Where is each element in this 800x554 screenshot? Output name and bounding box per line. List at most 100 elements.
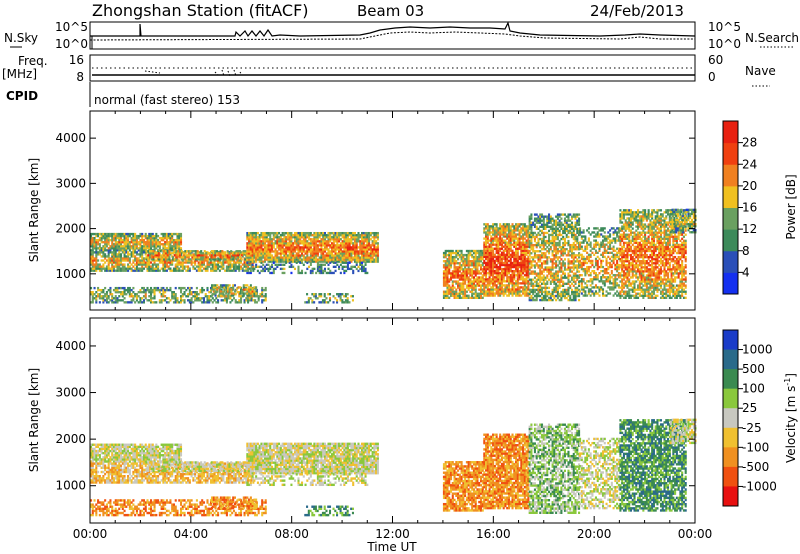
power-cell [523,237,526,240]
power-cell [544,292,547,296]
power-cell [457,262,460,265]
power-cell [132,232,135,236]
power-cell [263,248,267,251]
power-cell [219,258,222,261]
power-cell [267,246,270,249]
power-cell [119,293,123,296]
power-cell [249,236,252,239]
power-cell [495,229,498,232]
power-cell [239,292,242,295]
power-cell [352,236,355,239]
power-cell [336,248,339,251]
power-cell [229,269,232,272]
power-cell [171,258,174,261]
power-cell [535,225,538,228]
power-cell [553,248,556,251]
power-cell [455,268,458,271]
power-cell [513,282,516,285]
power-cell [239,286,242,289]
power-cell [495,274,498,277]
power-cell [520,231,523,234]
power-cell [562,288,565,292]
power-cell [219,252,222,255]
power-cell [135,261,138,264]
power-cell [345,265,348,269]
power-cell [548,256,551,259]
power-cell [458,278,461,281]
power-cell [502,272,505,275]
power-cell [98,263,101,266]
power-cell [270,258,274,261]
power-cell [260,246,263,249]
power-cell [128,265,131,268]
power-cell [151,238,154,242]
power-cell [334,231,337,235]
power-cell [149,234,153,238]
power-cell [98,245,101,248]
power-cell [522,269,525,273]
power-cell [130,299,133,302]
power-cell [537,286,540,290]
power-cell [245,267,248,270]
power-cell [336,260,339,263]
power-cell [499,239,502,242]
power-cell [476,266,479,269]
power-cell [316,254,319,257]
power-cell [300,246,304,249]
power-cell [530,284,533,288]
power-cell [308,256,311,259]
power-cell [518,292,521,295]
power-cell [325,234,328,237]
power-cell [555,264,558,267]
power-cell [226,294,229,297]
power-cell [506,263,509,267]
power-cell [562,250,565,253]
power-cell [204,293,207,296]
power-cell [221,250,224,253]
power-cell [309,231,312,235]
power-cell [527,245,530,248]
power-cell [364,231,367,235]
power-cell [322,271,325,275]
power-cell [125,236,128,240]
power-cell [116,301,119,304]
power-cell [141,267,144,270]
power-cell [490,269,493,273]
power-cell [139,297,142,300]
power-cell [164,295,167,298]
power-cell [368,242,371,245]
power-cell [332,258,335,261]
power-cell [338,258,341,261]
power-cell [114,243,117,246]
power-cell [264,286,267,290]
power-cell [522,263,525,267]
power-cell [249,250,252,253]
power-cell [218,286,221,289]
power-cell [188,288,191,292]
power-cell [465,296,468,299]
power-cell [530,241,533,245]
power-cell [208,299,211,302]
power-cell [469,286,472,289]
power-cell [125,247,128,250]
power-cell [146,247,149,250]
power-cell [515,235,518,238]
power-cell [479,276,483,279]
power-cell [125,255,128,258]
power-cell [142,295,146,298]
power-cell [525,272,528,275]
power-cell [306,250,309,253]
power-cell [309,261,312,264]
power-cell [332,248,335,251]
power-cell [320,271,323,275]
power-cell [231,299,234,302]
power-cell [255,265,258,269]
power-cell [227,293,230,296]
power-cell [353,258,356,261]
power-cell [160,293,163,296]
power-cell [464,282,467,285]
power-cell [173,258,176,261]
power-cell [246,252,249,255]
power-cell [198,258,201,261]
power-cell [313,260,316,263]
